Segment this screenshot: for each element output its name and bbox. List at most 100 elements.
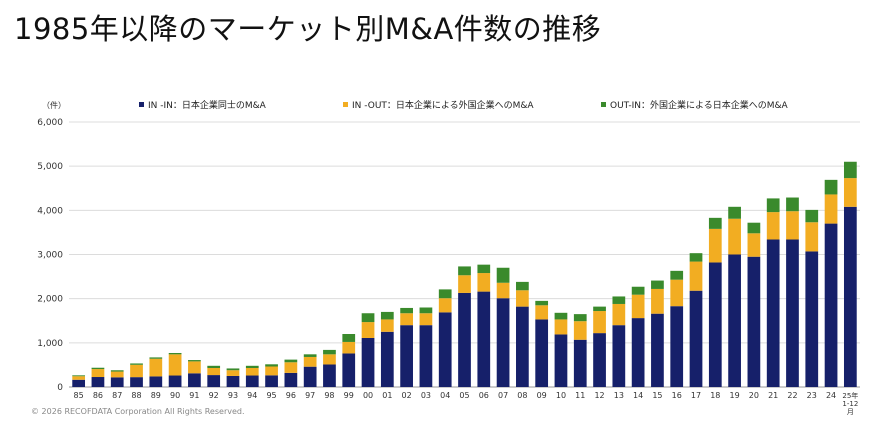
x-tick-label: 92 [209, 391, 219, 400]
bar-segment-out-in [226, 368, 240, 371]
bar-segment-out-in [188, 360, 201, 362]
x-tick-label: 07 [498, 391, 508, 400]
bar-segment-out-in [438, 289, 452, 299]
x-tick-label: 13 [614, 391, 624, 400]
x-tick-label: 94 [247, 391, 257, 400]
bar-segment-out-in [130, 363, 143, 365]
bar-segment-in-out [670, 279, 684, 307]
bar-segment-in-out [747, 233, 761, 257]
bar-segment-in-in [573, 339, 587, 387]
bar-segment-in-in [728, 254, 741, 387]
y-tick-label: 2,000 [37, 295, 63, 305]
bar-segment-in-in [689, 290, 703, 387]
bar-segment-out-in [380, 311, 394, 320]
bar-segment-in-in [342, 353, 356, 387]
x-tick-label: 85 [74, 391, 84, 400]
bar-segment-in-in [593, 333, 606, 387]
bar-segment-in-out [226, 370, 240, 376]
x-tick-label: 90 [170, 391, 180, 400]
bar-segment-in-in [824, 223, 838, 387]
bar-segment-in-out [786, 211, 799, 240]
x-tick-label: 86 [93, 391, 103, 400]
bar-segment-out-in [516, 281, 529, 291]
bar-segment-out-in [766, 198, 780, 213]
bar-segment-out-in [303, 354, 317, 357]
bar-segment-in-out [708, 228, 722, 263]
x-tick-label: 11 [575, 391, 585, 400]
bar-segment-in-out [207, 368, 221, 376]
x-tick-label: 96 [286, 391, 296, 400]
x-tick-label: 17 [691, 391, 701, 400]
bar-segment-in-out [805, 222, 819, 252]
bar-segment-in-in [612, 325, 626, 387]
bar-segment-out-in [323, 349, 336, 355]
bar-segment-in-in [419, 325, 433, 387]
bar-segment-in-in [303, 366, 317, 387]
x-tick-label: 03 [421, 391, 431, 400]
bar-segment-in-out [168, 354, 182, 376]
bar-segment-in-out [843, 178, 857, 207]
bar-segment-in-in [110, 377, 124, 387]
bar-segment-in-in [805, 251, 819, 387]
bar-segment-out-in [824, 179, 838, 195]
bar-segment-out-in [786, 197, 799, 212]
bar-segment-in-out [361, 322, 375, 338]
bar-segment-out-in [400, 307, 413, 314]
bar-segment-in-out [535, 305, 549, 320]
bar-segment-out-in [91, 367, 105, 370]
bar-segment-in-out [554, 319, 568, 335]
bar-segment-out-in [419, 307, 433, 314]
bar-segment-in-out [188, 361, 201, 374]
bar-segment-out-in [496, 267, 510, 283]
bar-segment-out-in [458, 266, 471, 276]
bar-segment-out-in [265, 364, 278, 367]
legend-swatch-in-out [343, 102, 348, 107]
x-tick-label: 97 [305, 391, 315, 400]
x-tick-label: 20 [749, 391, 759, 400]
bar-segment-in-in [323, 364, 336, 387]
bar-segment-out-in [747, 222, 761, 234]
bar-segment-out-in [284, 359, 298, 363]
bar-segment-in-out [593, 311, 606, 334]
y-tick-label: 1,000 [37, 339, 63, 349]
bar-segment-in-in [477, 291, 491, 387]
bar-segment-in-in [72, 379, 86, 387]
bar-segment-in-out [130, 364, 143, 378]
bar-segment-out-in [110, 370, 124, 372]
x-tick-label: 89 [151, 391, 161, 400]
bar-segment-in-out [72, 376, 86, 380]
x-tick-label: 01 [382, 391, 392, 400]
bar-segment-out-in [72, 375, 86, 377]
bar-segment-out-in [689, 253, 703, 262]
bar-segment-in-out [110, 371, 124, 378]
bar-segment-in-in [496, 298, 510, 387]
bar-segment-out-in [593, 306, 606, 312]
x-tick-label: 88 [131, 391, 141, 400]
legend-item-in-in: IN -IN：日本企業同士のM&A [139, 98, 266, 111]
page-title: 1985年以降のマーケット別M&A件数の推移 [14, 12, 602, 46]
bar-segment-out-in [631, 286, 645, 295]
bar-segment-in-out [496, 282, 510, 299]
bar-segment-in-in [265, 375, 278, 387]
legend-swatch-in-in [139, 102, 144, 107]
bar-segment-in-out [824, 194, 838, 224]
bar-segment-in-out [516, 290, 529, 307]
copyright-notice: © 2026 RECOFDATA Corporation All Rights … [31, 407, 245, 416]
x-tick-label: 12 [594, 391, 604, 400]
bar-segment-in-in [400, 325, 413, 387]
legend-item-out-in: OUT-IN：外国企業による日本企業へのM&A [601, 98, 788, 111]
y-tick-label: 0 [57, 383, 63, 393]
bar-segment-out-in [342, 334, 356, 342]
bar-segment-in-in [554, 334, 568, 387]
bar-segment-in-in [651, 313, 664, 387]
bar-segment-in-in [284, 372, 298, 387]
legend-label-in-out: IN -OUT：日本企業による外国企業へのM&A [352, 101, 534, 111]
bar-segment-in-in [747, 256, 761, 387]
x-tick-label: 19 [730, 391, 740, 400]
bar-segment-in-out [342, 341, 356, 354]
bar-segment-in-out [477, 273, 491, 292]
bar-segment-in-in [380, 331, 394, 387]
bar-segment-out-in [535, 300, 549, 306]
bar-segment-out-in [477, 264, 491, 274]
